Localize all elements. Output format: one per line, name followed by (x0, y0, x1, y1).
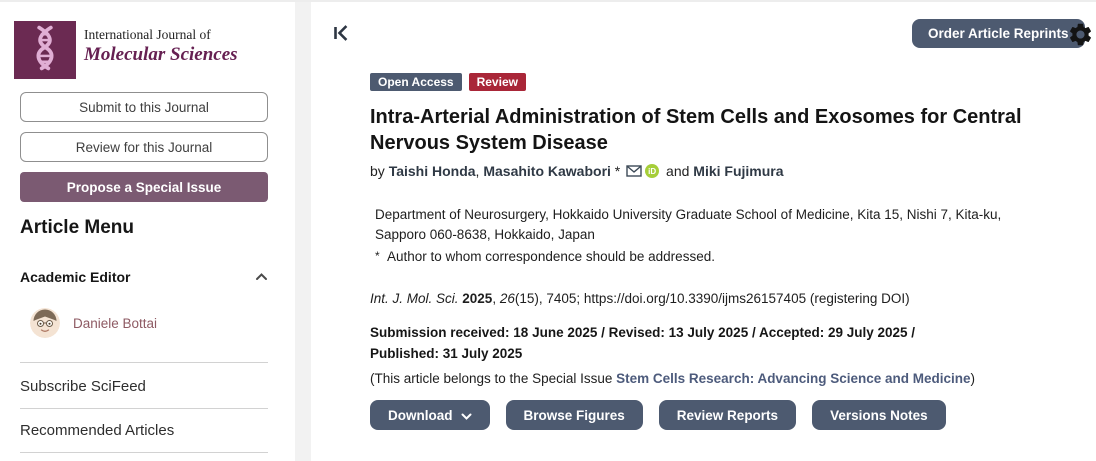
order-reprints-button[interactable]: Order Article Reprints (912, 19, 1085, 48)
versions-notes-label: Versions Notes (830, 407, 928, 423)
chevron-down-icon (461, 408, 472, 423)
citation-line: Int. J. Mol. Sci. 2025, 26(15), 7405; ht… (370, 291, 910, 306)
byline-by: by (370, 163, 389, 179)
journal-name[interactable]: International Journal of Molecular Scien… (84, 27, 238, 65)
author-link[interactable]: Masahito Kawabori (483, 163, 611, 179)
byline-and: and (662, 163, 694, 179)
doi-note: (registering DOI) (806, 291, 910, 306)
download-button[interactable]: Download (370, 400, 490, 430)
editor-name: Daniele Bottai (73, 315, 158, 331)
sidebar-divider (20, 452, 268, 453)
sidebar-divider (20, 408, 268, 409)
journal-name-top: International Journal of (84, 27, 211, 42)
propose-special-issue-label: Propose a Special Issue (66, 179, 222, 195)
submission-dates: Submission received: 18 June 2025 / Revi… (370, 322, 915, 364)
gear-icon[interactable] (1067, 21, 1094, 48)
browse-figures-button[interactable]: Browse Figures (505, 400, 643, 430)
journal-logo[interactable] (14, 21, 76, 79)
byline-separator: , (475, 163, 484, 179)
citation-issue-pages: (15), 7405; (514, 291, 584, 306)
author-byline: by Taishi Honda , Masahito Kawabori * iD… (370, 163, 784, 179)
order-reprints-label: Order Article Reprints (928, 26, 1069, 41)
open-access-badge: Open Access (370, 73, 462, 91)
dna-icon (20, 24, 70, 77)
doi-link[interactable]: https://doi.org/10.3390/ijms26157405 (583, 291, 807, 306)
envelope-icon[interactable] (626, 165, 642, 177)
citation-volume: 26 (499, 291, 515, 306)
citation-year: 2025 (462, 291, 493, 306)
dates-line-2: Published: 31 July 2025 (370, 346, 523, 361)
special-issue-prefix: (This article belongs to the Special Iss… (370, 371, 617, 386)
citation-separator: , (492, 291, 500, 306)
academic-editor-label: Academic Editor (20, 269, 131, 285)
author-link[interactable]: Miki Fujimura (693, 163, 784, 179)
special-issue-line: (This article belongs to the Special Iss… (370, 371, 975, 386)
submit-journal-label: Submit to this Journal (79, 99, 209, 115)
article-menu-title: Article Menu (20, 217, 135, 238)
article-badges: Open Access Review (370, 73, 526, 91)
collapse-sidebar-icon[interactable] (332, 24, 352, 44)
corresponding-author-marker: * (610, 163, 625, 179)
dates-line-1: Submission received: 18 June 2025 / Revi… (370, 325, 916, 340)
article-title: Intra-Arterial Administration of Stem Ce… (370, 106, 1022, 154)
article-type-badge: Review (468, 73, 526, 91)
orcid-icon[interactable]: iD (645, 164, 660, 178)
submit-journal-button[interactable]: Submit to this Journal (20, 92, 268, 122)
review-reports-label: Review Reports (676, 407, 779, 423)
academic-editor-toggle[interactable]: Academic Editor (20, 268, 268, 286)
correspondence-note: * Author to whom correspondence should be… (375, 249, 715, 264)
versions-notes-button[interactable]: Versions Notes (812, 400, 946, 430)
special-issue-suffix: ) (970, 371, 976, 386)
correspondence-marker: * (375, 249, 380, 263)
sidebar-item-recommended-articles[interactable]: Recommended Articles (20, 422, 175, 439)
sidebar-divider (20, 362, 268, 363)
journal-abbreviation: Int. J. Mol. Sci. (370, 291, 463, 306)
browse-figures-label: Browse Figures (523, 407, 625, 423)
journal-name-bottom: Molecular Sciences (84, 43, 238, 65)
review-reports-button[interactable]: Review Reports (658, 400, 797, 430)
special-issue-link[interactable]: Stem Cells Research: Advancing Science a… (616, 371, 971, 386)
panel-gap (295, 2, 311, 461)
author-link[interactable]: Taishi Honda (388, 163, 476, 179)
review-journal-label: Review for this Journal (75, 139, 213, 155)
academic-editor-link[interactable]: Daniele Bottai (30, 308, 157, 338)
download-label: Download (388, 407, 453, 423)
review-journal-button[interactable]: Review for this Journal (20, 132, 268, 162)
article-action-buttons: Download Browse Figures Review Reports V… (370, 400, 946, 430)
propose-special-issue-button[interactable]: Propose a Special Issue (20, 172, 268, 202)
caret-up-icon (255, 268, 268, 286)
editor-avatar (30, 308, 60, 338)
correspondence-text: Author to whom correspondence should be … (387, 249, 715, 264)
sidebar-item-subscribe-scifeed[interactable]: Subscribe SciFeed (20, 378, 146, 395)
affiliation-text: Department of Neurosurgery, Hokkaido Uni… (375, 207, 1002, 242)
